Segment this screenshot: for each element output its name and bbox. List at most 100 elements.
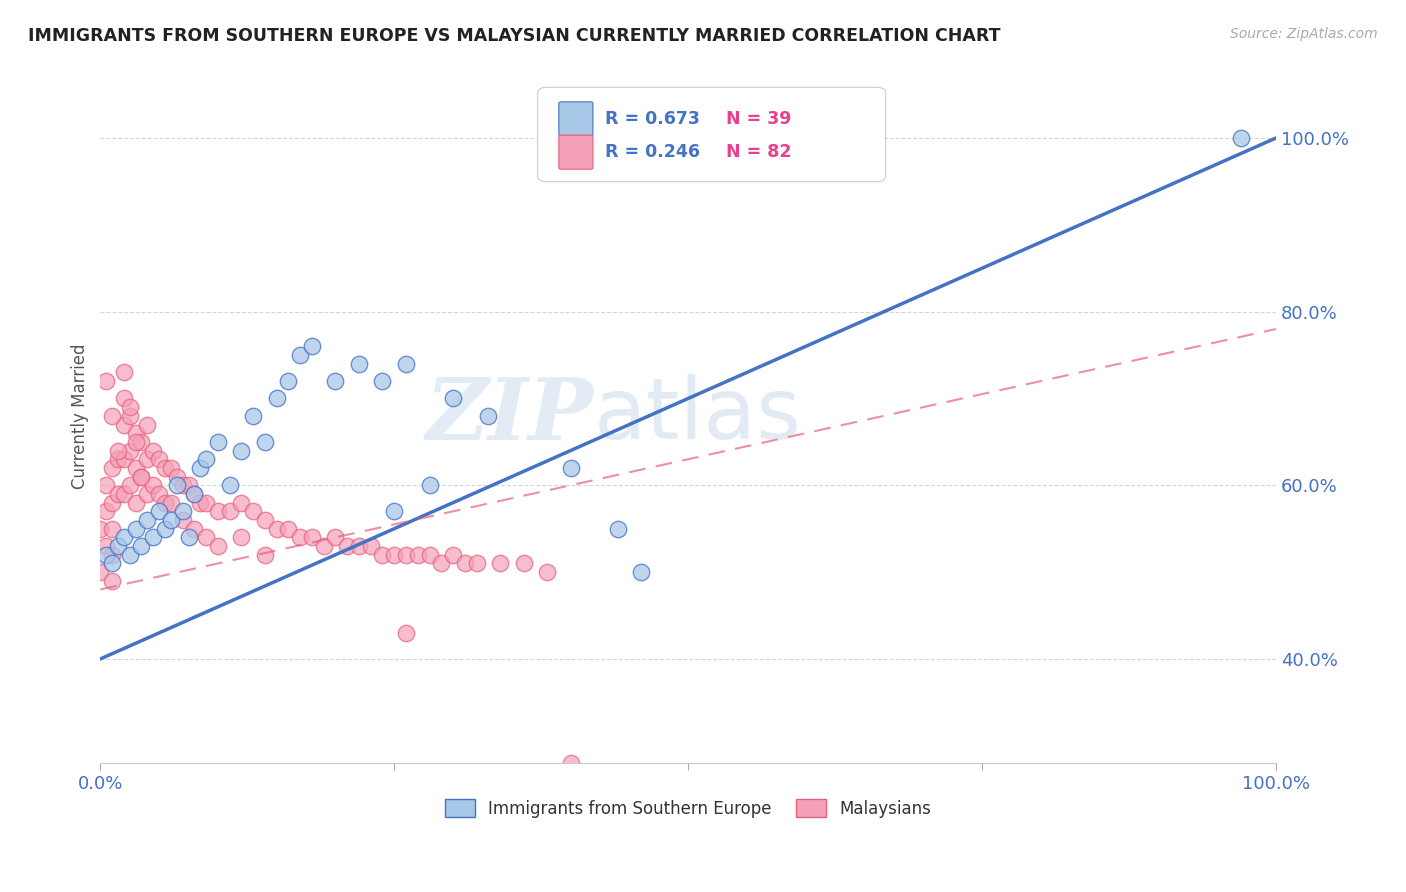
Point — [153, 496, 176, 510]
Text: IMMIGRANTS FROM SOUTHERN EUROPE VS MALAYSIAN CURRENTLY MARRIED CORRELATION CHART: IMMIGRANTS FROM SOUTHERN EUROPE VS MALAY… — [28, 27, 1001, 45]
Point — [124, 426, 146, 441]
Point — [606, 522, 628, 536]
Point — [89, 522, 111, 536]
Point — [183, 522, 205, 536]
Point — [418, 548, 440, 562]
FancyBboxPatch shape — [558, 136, 593, 169]
Point — [218, 478, 240, 492]
Point — [441, 548, 464, 562]
Text: N = 39: N = 39 — [725, 110, 792, 128]
Point — [131, 469, 153, 483]
Text: N = 82: N = 82 — [725, 144, 792, 161]
Point — [96, 548, 118, 562]
Point — [124, 496, 146, 510]
Point — [560, 461, 582, 475]
Point — [242, 409, 264, 423]
Point — [207, 504, 229, 518]
Point — [118, 443, 141, 458]
Point — [142, 478, 165, 492]
Point — [301, 339, 323, 353]
Point — [231, 530, 253, 544]
Point — [382, 504, 405, 518]
Point — [430, 557, 453, 571]
Point — [207, 539, 229, 553]
Point — [195, 530, 218, 544]
Point — [195, 452, 218, 467]
Point — [153, 522, 176, 536]
Point — [118, 409, 141, 423]
Point — [118, 400, 141, 414]
Point — [112, 452, 135, 467]
Point — [418, 478, 440, 492]
Point — [101, 557, 124, 571]
Point — [177, 530, 200, 544]
Point — [1229, 131, 1251, 145]
Point — [148, 487, 170, 501]
Point — [96, 478, 118, 492]
Point — [465, 557, 488, 571]
Point — [101, 522, 124, 536]
Point — [107, 487, 129, 501]
Point — [96, 539, 118, 553]
Point — [124, 434, 146, 449]
Point — [160, 513, 183, 527]
Point — [277, 522, 299, 536]
Point — [107, 539, 129, 553]
Point — [124, 522, 146, 536]
Point — [131, 469, 153, 483]
Point — [148, 452, 170, 467]
Point — [148, 504, 170, 518]
Point — [136, 417, 159, 432]
Point — [395, 626, 418, 640]
Point — [253, 513, 276, 527]
Point — [96, 504, 118, 518]
Point — [312, 539, 335, 553]
FancyBboxPatch shape — [558, 102, 593, 136]
Point — [188, 496, 211, 510]
Point — [153, 461, 176, 475]
Point — [136, 452, 159, 467]
Point — [166, 478, 188, 492]
Point — [253, 548, 276, 562]
Point — [630, 565, 652, 579]
Point — [477, 409, 499, 423]
Point — [371, 374, 394, 388]
Point — [395, 357, 418, 371]
Point — [266, 522, 288, 536]
Point — [325, 530, 347, 544]
Point — [242, 504, 264, 518]
Point — [371, 548, 394, 562]
Point — [118, 478, 141, 492]
Point — [166, 469, 188, 483]
Point — [207, 434, 229, 449]
Point — [101, 548, 124, 562]
FancyBboxPatch shape — [537, 87, 886, 182]
Point — [347, 357, 370, 371]
Point — [101, 574, 124, 588]
Point — [112, 417, 135, 432]
Point — [290, 348, 312, 362]
Point — [160, 461, 183, 475]
Point — [107, 443, 129, 458]
Point — [183, 487, 205, 501]
Point — [118, 548, 141, 562]
Point — [266, 392, 288, 406]
Point — [406, 548, 429, 562]
Point — [160, 496, 183, 510]
Point — [382, 548, 405, 562]
Text: ZIP: ZIP — [426, 374, 595, 458]
Point — [112, 366, 135, 380]
Point — [336, 539, 359, 553]
Point — [112, 392, 135, 406]
Point — [395, 548, 418, 562]
Point — [101, 409, 124, 423]
Point — [172, 478, 194, 492]
Point — [89, 565, 111, 579]
Point — [112, 530, 135, 544]
Point — [536, 565, 558, 579]
Point — [489, 557, 512, 571]
Point — [131, 434, 153, 449]
Point — [177, 478, 200, 492]
Point — [253, 434, 276, 449]
Point — [195, 496, 218, 510]
